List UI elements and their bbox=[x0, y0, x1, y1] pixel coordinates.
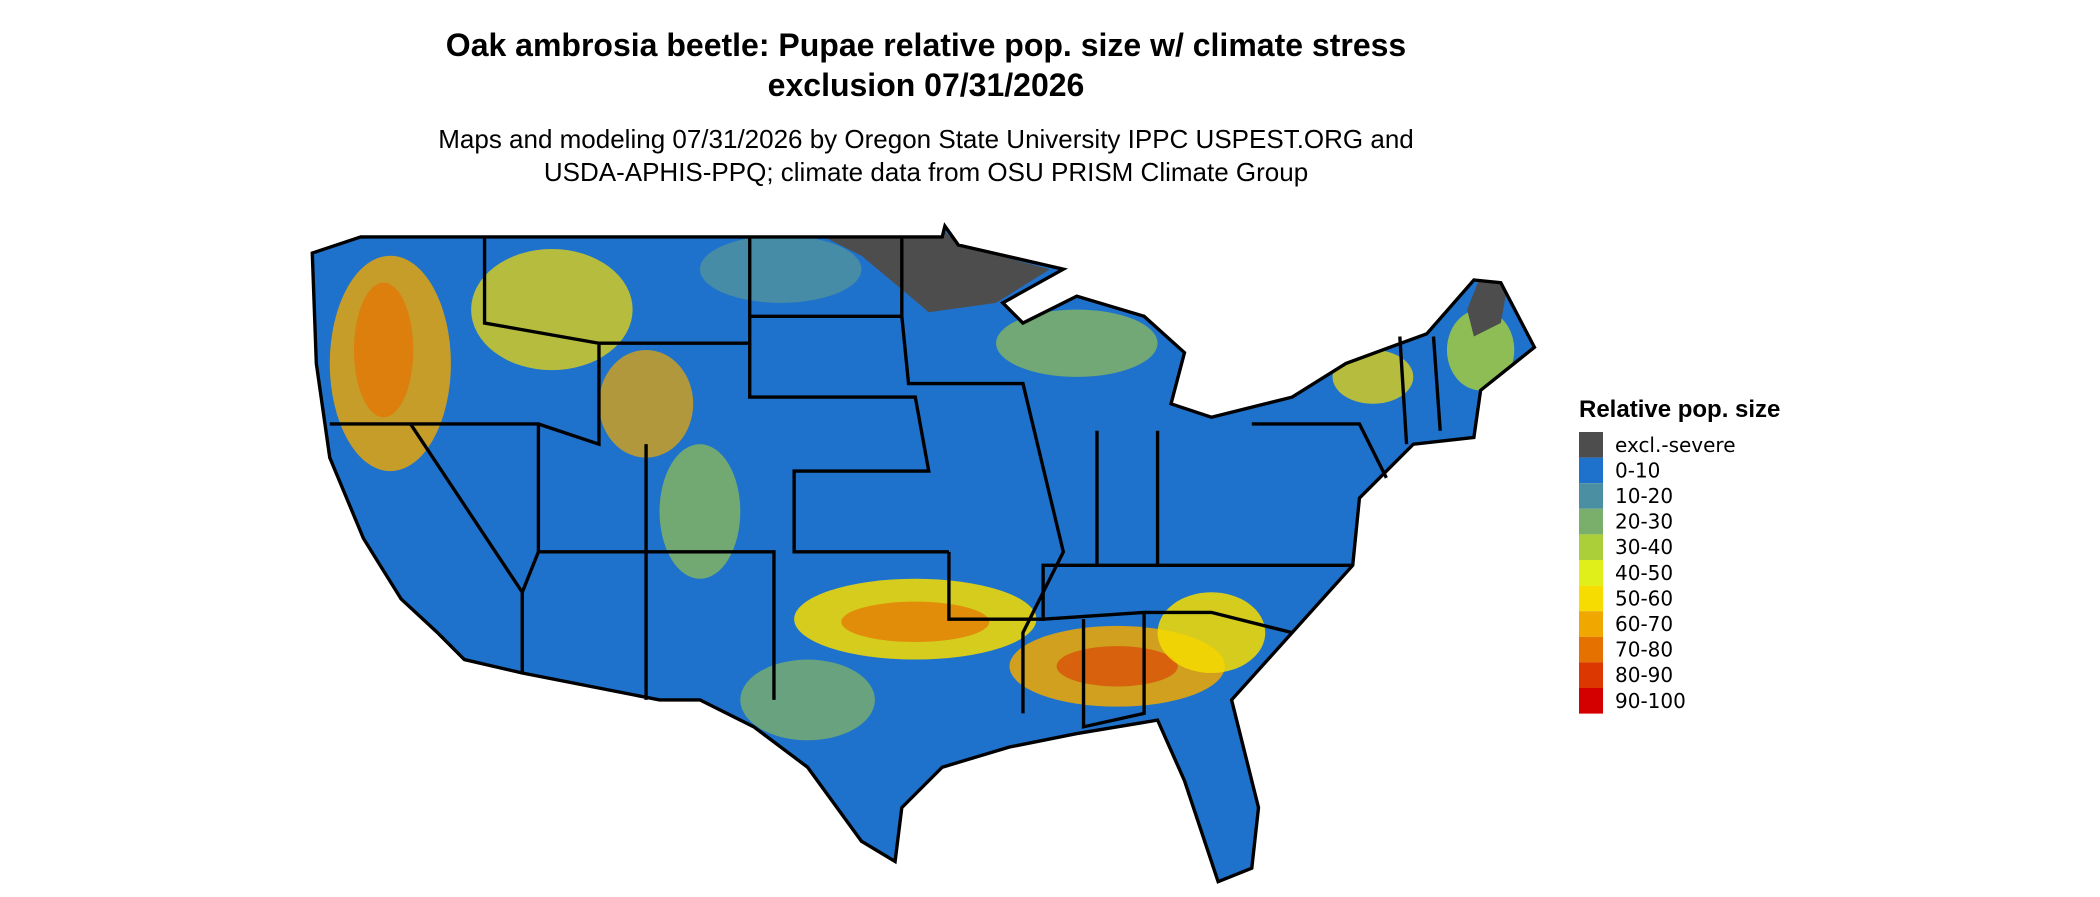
legend-swatch bbox=[1579, 432, 1603, 458]
legend-label: 30-40 bbox=[1615, 535, 1673, 559]
state-borders bbox=[310, 224, 1537, 884]
legend-swatch bbox=[1579, 457, 1603, 484]
legend-swatch bbox=[1579, 688, 1603, 714]
title-line: Oak ambrosia beetle: Pupae relative pop.… bbox=[446, 27, 1406, 63]
legend-swatch bbox=[1579, 585, 1603, 612]
legend-label: 0-10 bbox=[1615, 458, 1660, 482]
subtitle-line: USDA-APHIS-PPQ; climate data from OSU PR… bbox=[544, 157, 1308, 187]
legend-swatch bbox=[1579, 611, 1603, 637]
legend: Relative pop. size excl.-severe0-1010-20… bbox=[1579, 396, 1780, 714]
legend-label: 10-20 bbox=[1615, 484, 1673, 508]
legend-swatch bbox=[1579, 508, 1603, 535]
legend-label: 50-60 bbox=[1615, 586, 1673, 610]
legend-label: 90-100 bbox=[1615, 689, 1686, 713]
legend-swatch bbox=[1579, 560, 1603, 586]
titles: Oak ambrosia beetle: Pupae relative pop.… bbox=[438, 27, 1414, 187]
subtitle-line: Maps and modeling 07/31/2026 by Oregon S… bbox=[438, 124, 1414, 154]
legend-swatch bbox=[1579, 534, 1603, 560]
legend-swatch bbox=[1579, 662, 1603, 688]
legend-label: 80-90 bbox=[1615, 663, 1673, 687]
map bbox=[310, 224, 1537, 884]
legend-label: 70-80 bbox=[1615, 638, 1673, 662]
legend-label: 60-70 bbox=[1615, 612, 1673, 636]
legend-swatch bbox=[1579, 636, 1603, 663]
title-line: exclusion 07/31/2026 bbox=[768, 67, 1085, 103]
legend-label: 20-30 bbox=[1615, 510, 1673, 534]
legend-label: 40-50 bbox=[1615, 561, 1673, 585]
legend-title: Relative pop. size bbox=[1579, 396, 1780, 423]
legend-swatch bbox=[1579, 483, 1603, 509]
legend-label: excl.-severe bbox=[1615, 433, 1736, 457]
